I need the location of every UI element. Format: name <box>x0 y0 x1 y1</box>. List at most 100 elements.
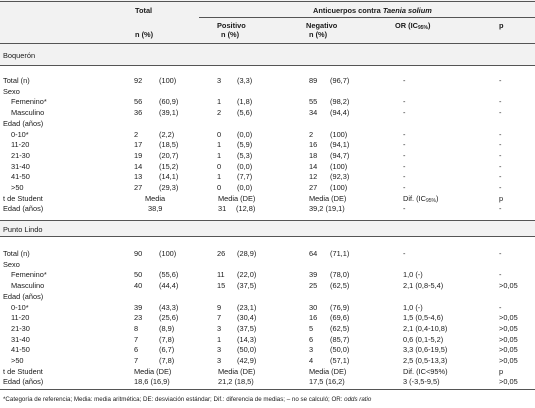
pos-pct: (5,6) <box>237 108 253 118</box>
ttest-label: t de Student <box>3 193 43 203</box>
pos-n: 1 <box>217 140 222 150</box>
ttest-pos: Media (DE) <box>218 366 256 376</box>
p-value: >0,05 <box>499 345 518 355</box>
table-row: Total (n) 92 (100) 3 (3,3) 89 (96,7) - - <box>0 76 535 85</box>
row-label: Masculino <box>11 281 45 291</box>
edad-pos: 31 <box>218 204 227 214</box>
header-total: Total <box>135 6 153 15</box>
edad-neg: 39,2 (19,1) <box>309 204 345 214</box>
neg-pct: (94,7) <box>330 150 350 160</box>
total-pct: (60,9) <box>159 97 179 107</box>
pos-n: 9 <box>217 302 222 312</box>
total-n: 39 <box>134 302 143 312</box>
row-label: Sexo <box>3 86 20 96</box>
pos-pct: (0,0) <box>237 129 253 139</box>
pos-n: 3 <box>217 323 222 333</box>
table-row: Total (n) 90 (100) 26 (28,9) 64 (71,1) - - <box>0 249 535 258</box>
pos-n: 15 <box>217 281 226 291</box>
neg-n: 89 <box>309 76 318 85</box>
p-value: - <box>499 302 502 312</box>
neg-n: 39 <box>309 270 318 280</box>
p-value: - <box>499 172 502 182</box>
neg-n: 12 <box>309 172 318 182</box>
row-label: 21-30 <box>11 150 30 160</box>
table-row: 0-10* 39 (43,3) 9 (23,1) 30 (76,9) 1,0 (-) - <box>0 303 535 312</box>
total-pct: (15,2) <box>159 161 179 171</box>
table-row: Masculino 40 (44,4) 15 (37,5) 25 (62,5) 2,1 (0,… <box>0 281 535 290</box>
total-n: 90 <box>134 249 143 258</box>
or-value: 1,5 (0,5-4,6) <box>403 313 444 323</box>
total-pct: (8,9) <box>159 323 175 333</box>
header-antibodies: Anticuerpos contra Taenia solium <box>313 6 432 15</box>
p-value: - <box>499 249 502 258</box>
neg-n: 5 <box>309 323 314 333</box>
row-label: 31-40 <box>11 161 30 171</box>
neg-pct: (96,7) <box>330 76 350 85</box>
table-row: Sexo <box>0 87 535 96</box>
row-label: 11-20 <box>11 313 30 323</box>
total-n: 8 <box>134 323 139 333</box>
table-row: 11-20 23 (25,6) 7 (30,4) 16 (69,6) 1,5 (0,5-4,6… <box>0 313 535 322</box>
table-row: 41-50 13 (14,1) 1 (7,7) 12 (92,3) - - <box>0 172 535 181</box>
total-pct: (43,3) <box>159 302 179 312</box>
ttest-row: t de Student Media (DE) Media (DE) Media (D… <box>0 367 535 376</box>
or-value: - <box>403 108 406 118</box>
total-pct: (6,7) <box>159 345 175 355</box>
or-value: - <box>403 161 406 171</box>
table-row: 11-20 17 (18,5) 1 (5,9) 16 (94,1) - - <box>0 140 535 149</box>
p-value: - <box>499 150 502 160</box>
neg-pct: (100) <box>330 129 348 139</box>
or-value: - <box>403 129 406 139</box>
pos-n: 2 <box>217 108 222 118</box>
or-value: 1,0 (-) <box>403 270 423 280</box>
pos-pct: (14,3) <box>237 334 257 344</box>
pos-pct: (1,8) <box>237 97 253 107</box>
neg-n: 2 <box>309 129 314 139</box>
neg-n: 25 <box>309 281 318 291</box>
edad-label: Edad (años) <box>3 377 44 387</box>
edad-total: 18,6 (16,9) <box>134 377 170 387</box>
pos-pct: (50,0) <box>237 345 257 355</box>
total-n: 19 <box>134 150 143 160</box>
row-label: Edad (años) <box>3 291 44 301</box>
pos-pct: (3,3) <box>237 76 253 85</box>
total-pct: (44,4) <box>159 281 179 291</box>
p-value: - <box>499 161 502 171</box>
row-label: 0-10* <box>11 129 29 139</box>
neg-n: 16 <box>309 140 318 150</box>
row-label: Femenino* <box>11 270 47 280</box>
total-pct: (7,8) <box>159 334 175 344</box>
p-value: - <box>499 140 502 150</box>
p-value: - <box>499 183 502 192</box>
pos-n: 1 <box>217 97 222 107</box>
total-n: 27 <box>134 183 143 192</box>
table-row: Edad (años) <box>0 292 535 301</box>
total-n: 2 <box>134 129 139 139</box>
pos-pct: (0,0) <box>237 183 253 192</box>
or-value: 2,1 (0,8-5,4) <box>403 281 444 291</box>
or-value: 1,0 (-) <box>403 302 423 312</box>
header-species: Taenia solium <box>382 6 432 15</box>
pos-n: 26 <box>217 249 226 258</box>
total-pct: (25,6) <box>159 313 179 323</box>
or-value: 0,6 (0,1-5,2) <box>403 334 444 344</box>
or-value: - <box>403 140 406 150</box>
pos-pct: (23,1) <box>237 302 257 312</box>
p-value: >0,05 <box>499 334 518 344</box>
pos-pct: (0,0) <box>237 161 253 171</box>
total-n: 36 <box>134 108 143 118</box>
footnote: *Categoría de referencia; Media: media a… <box>3 396 372 403</box>
total-pct: (20,7) <box>159 150 179 160</box>
p-value: - <box>499 76 502 85</box>
total-n: 6 <box>134 345 139 355</box>
ttest-p: p <box>499 193 504 203</box>
edad-p: - <box>499 204 502 214</box>
table-row: 31-40 7 (7,8) 1 (14,3) 6 (85,7) 0,6 (0,1-5,2) >0… <box>0 335 535 344</box>
neg-n: 4 <box>309 356 314 365</box>
p-value: >0,05 <box>499 313 518 323</box>
ttest-total: Media <box>145 193 166 203</box>
row-label: Masculino <box>11 108 45 118</box>
neg-pct: (92,3) <box>330 172 350 182</box>
pos-n: 3 <box>217 356 222 365</box>
neg-n: 27 <box>309 183 318 192</box>
